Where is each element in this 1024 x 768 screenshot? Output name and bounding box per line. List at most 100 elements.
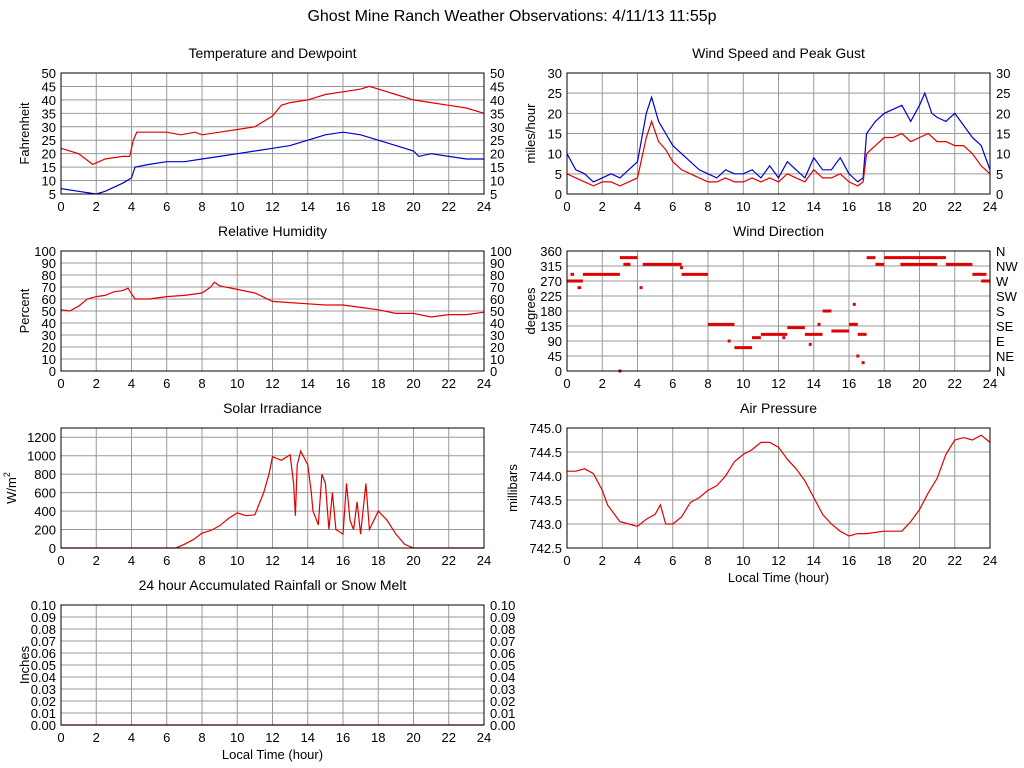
x-tick-label: 4	[128, 730, 135, 745]
y-tick-label: 25	[42, 133, 56, 148]
x-tick-label: 18	[371, 730, 385, 745]
direction-point	[861, 361, 865, 365]
y-tick-label: 200	[34, 523, 56, 538]
y-tick-label: 50	[42, 66, 56, 81]
direction-point	[639, 286, 643, 290]
y-tick-label-right: 5	[490, 187, 497, 202]
y-tick-label: 0.08	[31, 622, 56, 637]
y-tick-label: 50	[42, 304, 56, 319]
x-tick-label: 0	[57, 730, 64, 745]
y-tick-label: 35	[42, 106, 56, 121]
y-tick-label-right: 30	[490, 120, 504, 135]
y-tick-label: 0.01	[31, 706, 56, 721]
y-tick-label-right: 0.07	[490, 634, 515, 649]
y-tick-label-right: 35	[490, 106, 504, 121]
y-tick-label: 45	[548, 349, 562, 364]
y-tick-label-right: SW	[996, 289, 1018, 304]
y-tick-label: 40	[42, 316, 56, 331]
y-tick-label-right: 20	[490, 340, 504, 355]
plot-frame	[60, 250, 485, 372]
y-tick-label-right: 0.00	[490, 718, 515, 733]
x-tick-label: 0	[57, 553, 64, 568]
y-tick-label: 135	[540, 319, 562, 334]
direction-point	[808, 342, 812, 346]
y-tick-label-right: 5	[996, 167, 1003, 182]
y-tick-label-right: 0.02	[490, 694, 515, 709]
y-tick-label: 225	[540, 289, 562, 304]
chart-title: Temperature and Dewpoint	[188, 45, 356, 61]
x-tick-label: 20	[912, 553, 926, 568]
y-axis-label: millibars	[505, 464, 520, 512]
y-tick-label: 0.00	[31, 718, 56, 733]
y-tick-label: 0.03	[31, 682, 56, 697]
x-tick-label: 6	[163, 553, 170, 568]
y-tick-label: 0	[49, 541, 56, 556]
y-tick-label: 315	[540, 259, 562, 274]
x-tick-label: 8	[198, 553, 205, 568]
x-tick-label: 22	[948, 553, 962, 568]
y-tick-label-right: N	[996, 364, 1005, 379]
y-tick-label: 100	[34, 244, 56, 259]
y-tick-label-right: 10	[996, 147, 1010, 162]
series-line-blue	[566, 91, 991, 183]
x-tick-label: 2	[93, 376, 100, 391]
y-tick-label: 45	[42, 79, 56, 94]
x-tick-label: 6	[163, 730, 170, 745]
x-tick-label: 8	[198, 376, 205, 391]
x-tick-label: 10	[230, 376, 244, 391]
y-tick-label-right: E	[996, 334, 1005, 349]
series-line-red	[566, 119, 991, 187]
y-tick-label: 80	[42, 268, 56, 283]
y-tick-label: 0.06	[31, 646, 56, 661]
x-tick-label: 16	[336, 199, 350, 214]
y-tick-label-right: 0.08	[490, 622, 515, 637]
chart-title: 24 hour Accumulated Rainfall or Snow Mel…	[139, 577, 407, 593]
x-tick-label: 6	[669, 553, 676, 568]
x-tick-label: 24	[983, 553, 997, 568]
y-tick-label: 745.0	[529, 421, 562, 436]
direction-point	[900, 262, 904, 266]
direction-point	[852, 302, 856, 306]
x-tick-label: 2	[93, 199, 100, 214]
x-tick-label: 10	[230, 199, 244, 214]
y-tick-label-right: 10	[490, 174, 504, 189]
y-tick-label: 0.10	[31, 598, 56, 613]
y-tick-label: 30	[42, 120, 56, 135]
x-tick-label: 20	[406, 376, 420, 391]
x-tick-label: 18	[371, 376, 385, 391]
y-tick-label: 15	[42, 160, 56, 175]
x-tick-label: 22	[442, 199, 456, 214]
y-tick-label-right: 60	[490, 292, 504, 307]
y-tick-label: 5	[555, 167, 562, 182]
x-tick-label: 14	[301, 376, 315, 391]
x-tick-label: 6	[669, 376, 676, 391]
y-tick-label: 20	[548, 106, 562, 121]
chart-title: Wind Direction	[733, 223, 824, 239]
x-tick-label: 6	[163, 199, 170, 214]
y-tick-label-right: 0.03	[490, 682, 515, 697]
y-axis-label: miles/hour	[523, 103, 538, 164]
y-tick-label: 0.09	[31, 610, 56, 625]
chart-title: Air Pressure	[740, 400, 817, 416]
y-tick-label: 180	[540, 304, 562, 319]
x-tick-label: 8	[704, 199, 711, 214]
x-tick-label: 24	[477, 730, 491, 745]
y-tick-label: 360	[540, 244, 562, 259]
y-tick-label-right: NW	[996, 259, 1018, 274]
x-tick-label: 16	[336, 730, 350, 745]
y-tick-label: 30	[42, 328, 56, 343]
x-tick-label: 0	[57, 199, 64, 214]
x-tick-label: 12	[265, 199, 279, 214]
x-tick-label: 18	[877, 376, 891, 391]
y-tick-label: 743.0	[529, 517, 562, 532]
y-tick-label-right: 50	[490, 304, 504, 319]
x-tick-label: 10	[230, 730, 244, 745]
y-tick-label: 0.05	[31, 658, 56, 673]
y-tick-label: 5	[49, 187, 56, 202]
x-tick-label: 14	[301, 730, 315, 745]
x-tick-label: 6	[669, 199, 676, 214]
